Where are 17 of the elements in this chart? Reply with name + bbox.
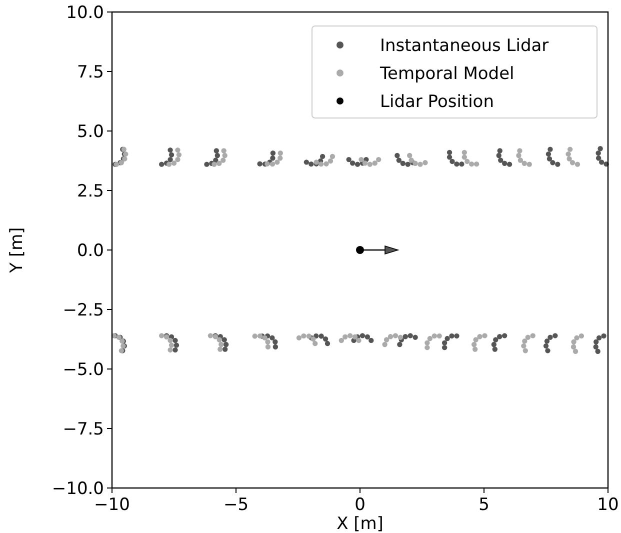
y-tick-label: 7.5	[76, 62, 104, 82]
x-axis-title: X [m]	[336, 514, 384, 533]
y-tick-label: −7.5	[62, 420, 104, 440]
y-tick-label: 10.0	[66, 3, 104, 23]
legend-label: Lidar Position	[380, 92, 494, 112]
legend-label: Instantaneous Lidar	[380, 36, 549, 56]
x-tick-label: 0	[354, 495, 366, 515]
y-tick-label: −2.5	[62, 300, 104, 320]
legend-label: Temporal Model	[379, 64, 514, 84]
x-tick-label: 5	[478, 495, 490, 515]
y-tick-label: 0.0	[76, 241, 104, 261]
y-tick-label: 2.5	[76, 182, 104, 202]
y-axis-title: Y [m]	[7, 227, 27, 274]
y-tick-label: −5.0	[62, 360, 104, 380]
y-tick-label: 5.0	[76, 122, 104, 142]
x-tick-label: 10	[597, 495, 619, 515]
x-tick-label: −5	[223, 495, 249, 515]
